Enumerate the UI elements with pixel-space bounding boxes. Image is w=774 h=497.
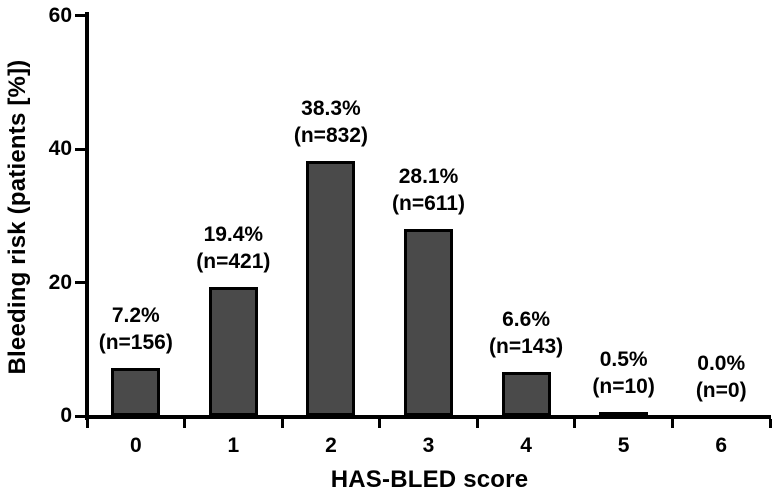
x-tick-mark <box>573 419 577 428</box>
y-tick-mark <box>75 414 86 418</box>
bar-percent-label: 0.0% <box>697 352 746 375</box>
y-tick-label: 0 <box>60 404 72 427</box>
bar-label: 0.0% (n=0) <box>646 350 774 404</box>
x-axis-line <box>85 415 771 419</box>
y-axis-title: Bleeding risk (patients [%]) <box>4 59 31 375</box>
x-tick-label: 6 <box>715 434 728 457</box>
bar-label: 38.3% (n=832) <box>256 95 406 149</box>
bar-n-label: (n=0) <box>695 379 747 402</box>
bar-label: 6.6% (n=143) <box>451 306 601 360</box>
y-axis-line <box>85 12 89 420</box>
x-tick-label: 0 <box>129 434 142 457</box>
bar <box>599 412 649 418</box>
bar-label: 0.5% (n=10) <box>549 346 699 400</box>
bar-percent-label: 7.2% <box>111 303 160 327</box>
x-tick-mark <box>85 419 89 428</box>
x-tick-mark <box>378 419 382 428</box>
bar-n-label: (n=156) <box>98 330 173 354</box>
x-tick-label: 2 <box>325 434 337 457</box>
bar-percent-label: 38.3% <box>301 96 361 120</box>
bar <box>208 286 258 416</box>
bar-percent-label: 0.5% <box>599 348 648 371</box>
x-tick-mark <box>670 419 674 428</box>
x-tick-label: 1 <box>227 434 240 457</box>
bar-label: 28.1% (n=611) <box>354 163 504 217</box>
bar <box>404 228 453 416</box>
bar-n-label: (n=10) <box>592 375 655 398</box>
x-tick-mark <box>280 419 284 428</box>
bar <box>501 371 551 416</box>
bar-percent-label: 28.1% <box>398 164 459 188</box>
x-axis-title: HAS-BLED score <box>330 466 529 493</box>
y-tick-label: 40 <box>48 137 72 161</box>
bar <box>111 367 161 416</box>
y-tick-mark <box>75 281 86 285</box>
y-tick-label: 60 <box>48 3 72 27</box>
x-tick-mark <box>475 419 479 428</box>
bar-n-label: (n=143) <box>489 334 564 358</box>
bar-percent-label: 6.6% <box>502 307 550 331</box>
x-tick-label: 3 <box>422 434 435 457</box>
bar-percent-label: 19.4% <box>203 222 264 246</box>
x-tick-mark <box>768 419 772 428</box>
x-tick-label: 5 <box>617 434 630 457</box>
bar <box>306 160 356 416</box>
bar-label: 19.4% (n=421) <box>158 221 308 275</box>
y-tick-mark <box>75 14 86 18</box>
bar-n-label: (n=421) <box>196 249 271 273</box>
bar-n-label: (n=611) <box>392 191 465 215</box>
bar-n-label: (n=832) <box>293 123 368 147</box>
x-tick-label: 4 <box>520 434 532 457</box>
x-tick-mark <box>183 419 187 428</box>
y-tick-mark <box>75 147 86 151</box>
bar-label: 7.2% (n=156) <box>61 302 211 356</box>
y-tick-label: 20 <box>48 270 72 294</box>
